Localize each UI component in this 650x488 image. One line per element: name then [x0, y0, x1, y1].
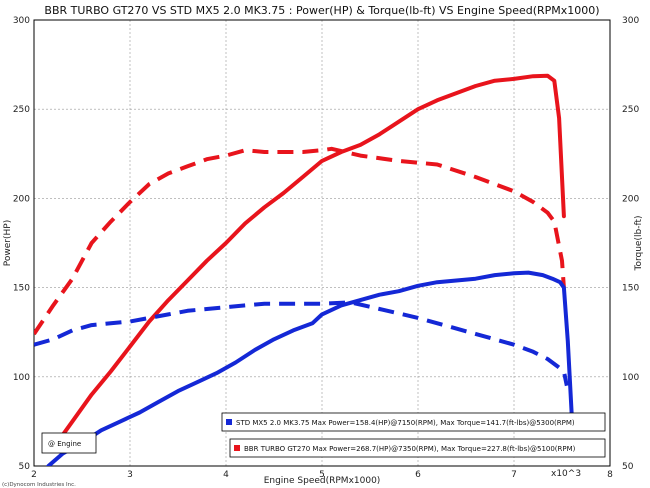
series-line-bbr-turbo-gt270-power	[51, 73, 566, 451]
tick-labels: 2 3 4 5 6 7 8 50 50 100 100 150 150 200 200 250 250 300 30…	[13, 16, 640, 480]
engine-tag-box	[41, 432, 97, 454]
x-tick-label: 7	[511, 470, 517, 480]
y-tick-label-left: 50	[19, 462, 31, 472]
series-layer	[34, 73, 574, 466]
engine-tag-label: @ Engine	[48, 440, 81, 448]
y-tick-label-left: 250	[13, 105, 30, 115]
x-tick-label: 6	[415, 470, 421, 480]
x-tick-label: 3	[127, 470, 133, 480]
y-tick-label-right: 250	[622, 105, 639, 115]
x-axis-label: Engine Speed(RPMx1000)	[264, 476, 381, 486]
chart-title: BBR TURBO GT270 VS STD MX5 2.0 MK3.75 : …	[44, 4, 599, 17]
x-tick-label: 4	[223, 470, 229, 480]
y-tick-label-left: 200	[13, 194, 30, 204]
series-line-std-mx5-2-0-mk3-75-torque	[34, 300, 569, 387]
legend-label-bbr: BBR TURBO GT270 Max Power=268.7(HP)@7350…	[244, 445, 576, 453]
y-axis-left-label: Power(HP)	[3, 220, 13, 266]
y-tick-label-right: 50	[622, 462, 634, 472]
y-tick-label-right: 100	[622, 373, 639, 383]
y-tick-label-left: 150	[13, 284, 30, 294]
y-tick-label-left: 300	[13, 16, 30, 26]
y-tick-label-right: 200	[622, 194, 639, 204]
x-tick-label: 8	[607, 470, 613, 480]
series-line-bbr-turbo-gt270-torque	[34, 146, 566, 336]
engine-tag: @ Engine	[41, 432, 97, 454]
y-axis-right-label: Torque(lb-ft)	[634, 216, 644, 272]
grid-lines	[34, 20, 610, 466]
x-tick-label: 5	[319, 470, 325, 480]
y-tick-label-right: 150	[622, 284, 639, 294]
legend-swatch-std	[226, 419, 232, 425]
legend: STD MX5 2.0 MK3.75 Max Power=158.4(HP)@7…	[221, 412, 606, 458]
legend-label-std: STD MX5 2.0 MK3.75 Max Power=158.4(HP)@7…	[236, 419, 575, 427]
legend-box-bbr	[229, 438, 606, 458]
legend-swatch-bbr	[234, 445, 240, 451]
plot-frame	[33, 19, 611, 467]
credit-text: (c)Dynocom Industries Inc.	[2, 482, 76, 488]
x-tick-label: 2	[31, 470, 37, 480]
y-tick-label-right: 300	[622, 16, 639, 26]
series-line-std-mx5-2-0-mk3-75-power	[46, 270, 574, 466]
y-tick-label-left: 100	[13, 373, 30, 383]
x-multiplier-label: x10^3	[551, 469, 581, 479]
legend-box-std	[221, 412, 606, 432]
